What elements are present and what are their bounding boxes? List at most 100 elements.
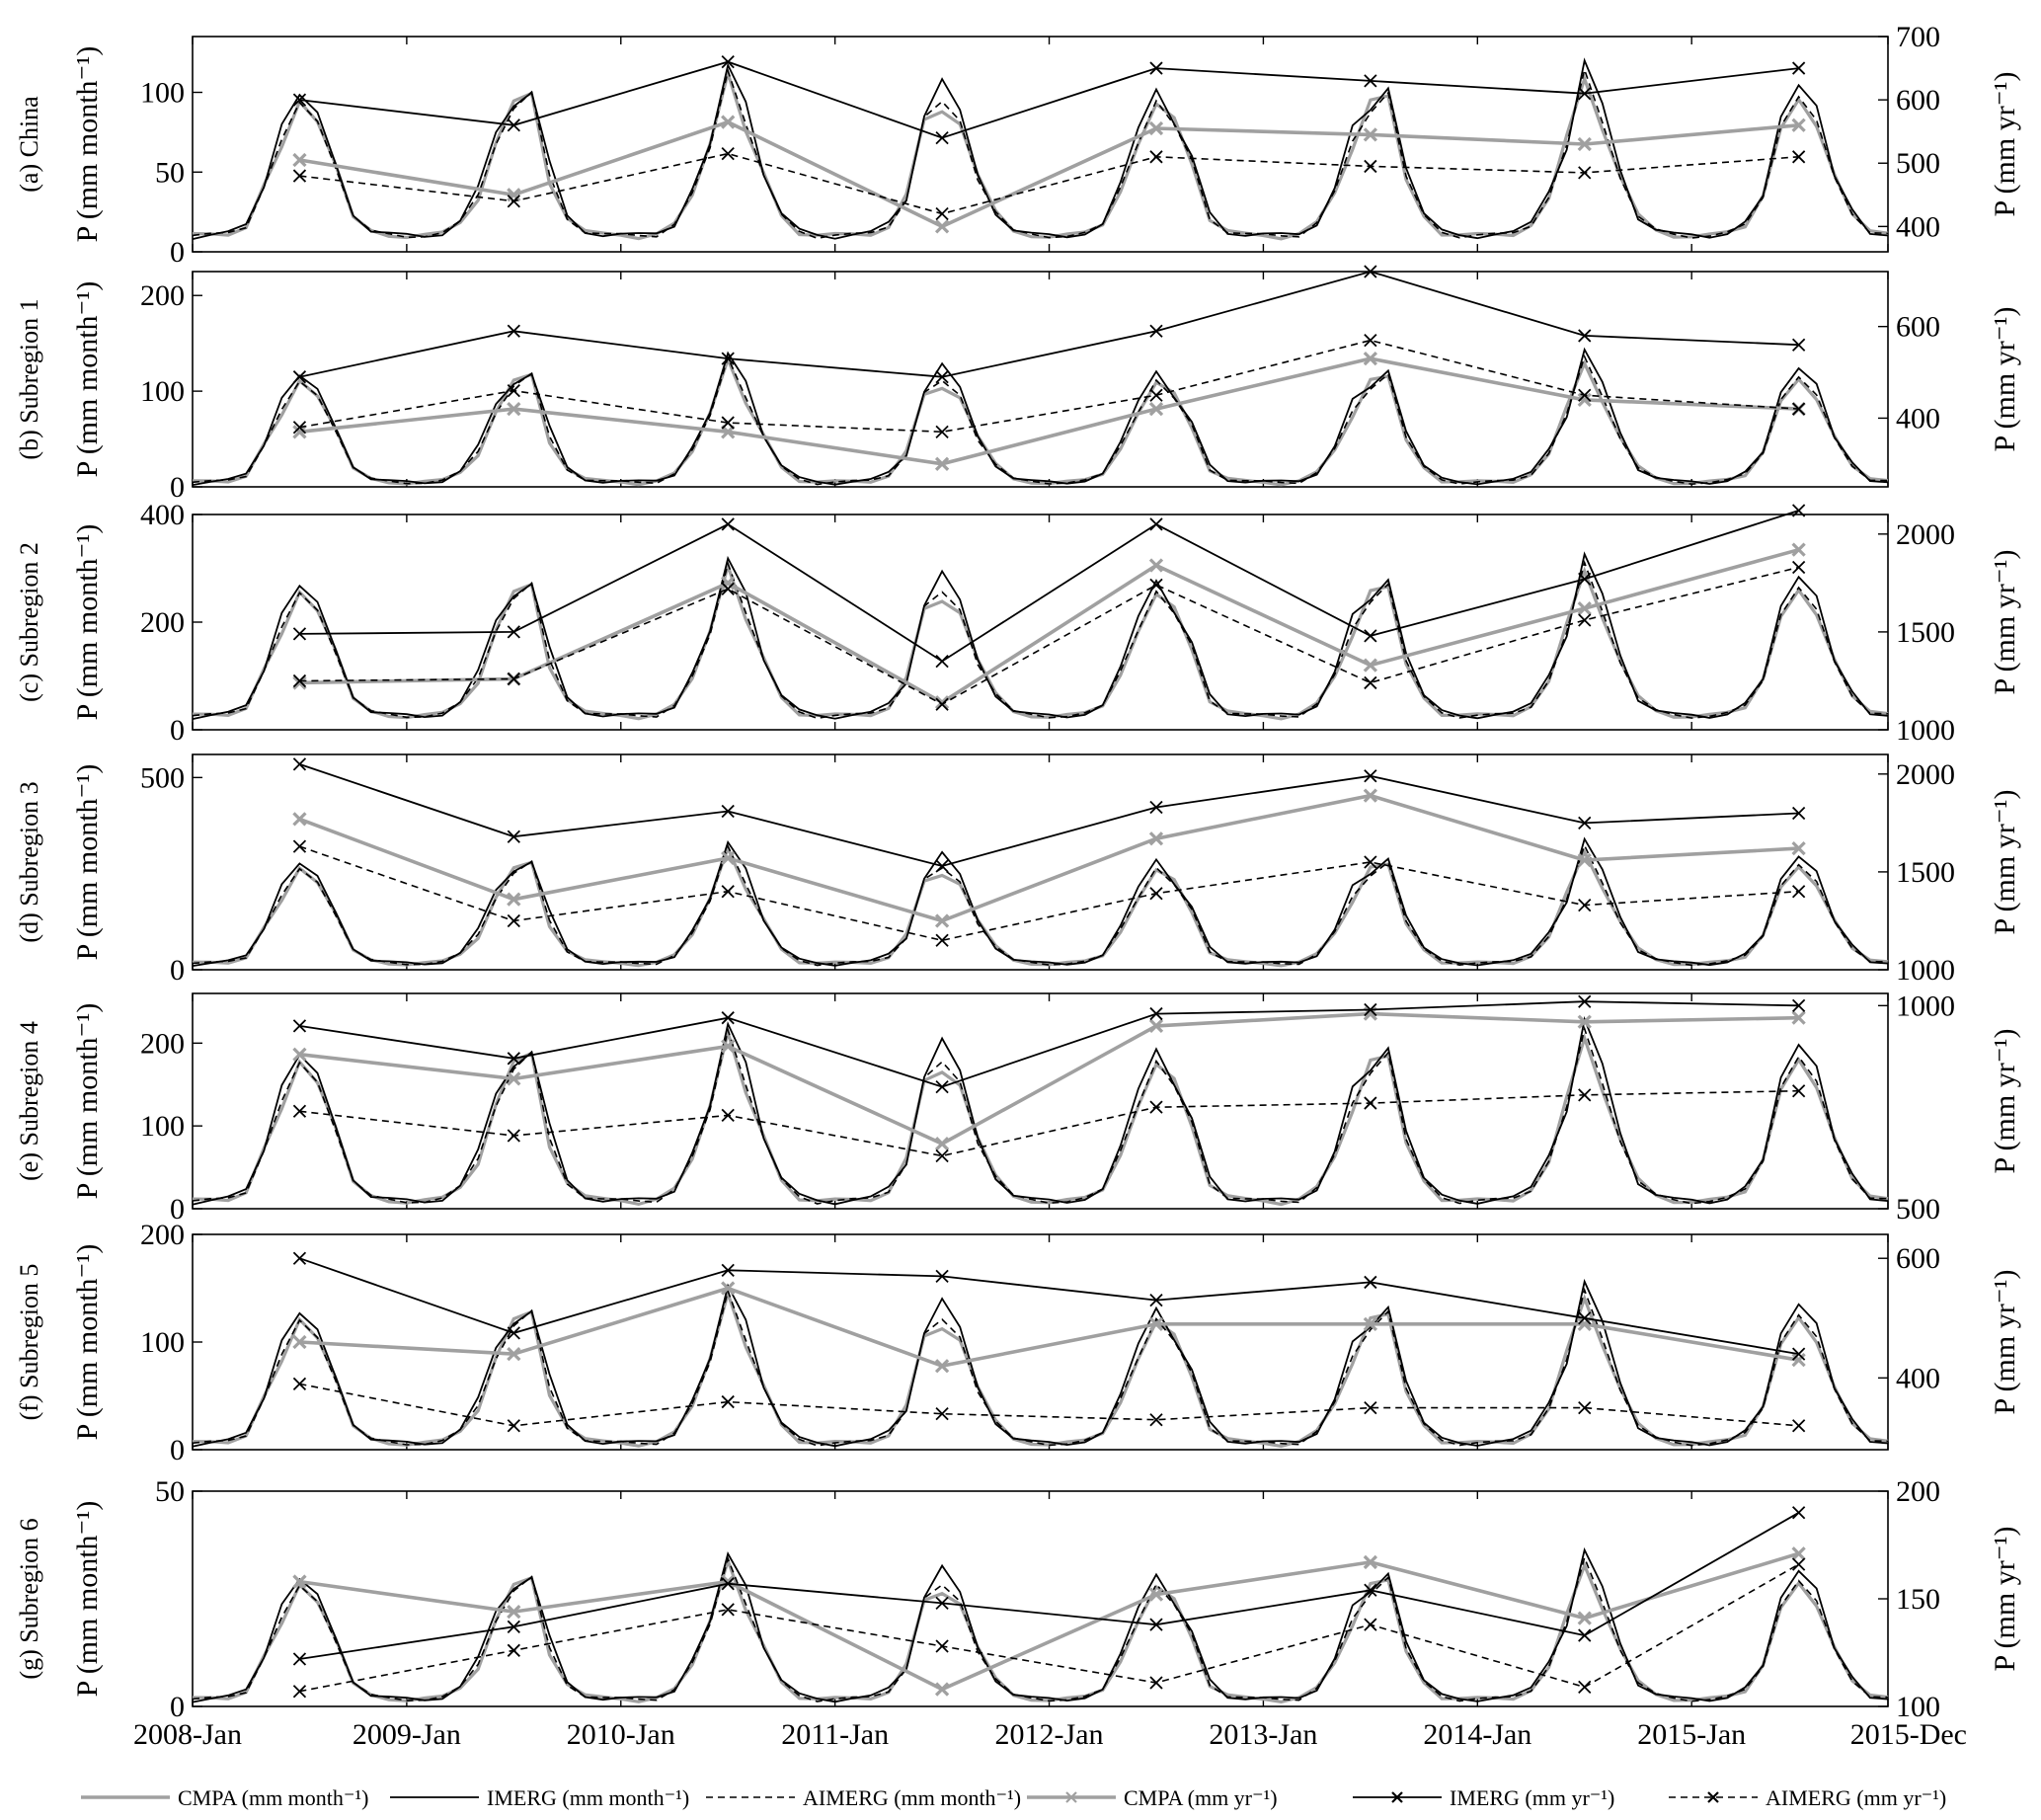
- annual-marker-cmpa: [292, 675, 307, 690]
- marker-stroke: [1148, 1587, 1164, 1602]
- annual-marker-aimerg: [1149, 1413, 1163, 1427]
- marker-stroke: [721, 352, 735, 365]
- right-y-tick-label: 1000: [1896, 954, 1955, 987]
- legend-item: AIMERG (mm yr⁻¹): [1669, 1785, 1946, 1810]
- marker-stroke: [1363, 658, 1377, 673]
- marker-stroke: [1791, 542, 1806, 557]
- left-y-tick-label: 200: [140, 279, 185, 312]
- marker-stroke: [1149, 1006, 1163, 1021]
- annual-marker-aimerg: [1149, 1676, 1163, 1690]
- annual-marker-imerg: [935, 859, 949, 873]
- annual-marker-cmpa: [934, 219, 950, 234]
- annual-marker-imerg: [1578, 816, 1592, 831]
- x-tick-label: 2010-Jan: [567, 1718, 675, 1751]
- annual-marker-imerg: [935, 1079, 949, 1094]
- annual-marker-cmpa: [1577, 1316, 1592, 1331]
- left-y-tick-label: 400: [140, 499, 185, 531]
- annual-line-aimerg: [299, 152, 1799, 215]
- annual-marker-cmpa: [1791, 1546, 1806, 1561]
- marker-stroke: [507, 1052, 520, 1066]
- annual-marker-imerg: [1578, 1311, 1592, 1325]
- left-y-tick-label: 0: [170, 954, 185, 987]
- annual-marker-imerg: [1578, 87, 1592, 101]
- annual-marker-imerg: [1149, 1293, 1163, 1307]
- annual-marker-aimerg: [721, 1108, 735, 1123]
- annual-marker-imerg: [1149, 1618, 1163, 1631]
- marker-stroke: [1148, 402, 1164, 417]
- annual-marker-cmpa: [934, 1682, 950, 1697]
- annual-line-cmpa: [299, 119, 1799, 229]
- annual-marker-aimerg: [292, 673, 307, 688]
- legend-label: CMPA (mm yr⁻¹): [1124, 1785, 1278, 1810]
- annual-line-aimerg: [299, 1089, 1799, 1157]
- x-tick-label: 2015-Dec: [1850, 1718, 1967, 1751]
- annual-line-aimerg: [299, 845, 1799, 942]
- right-y-tick-label: 1000: [1896, 714, 1955, 747]
- annual-marker-aimerg: [721, 1394, 735, 1409]
- annual-marker-aimerg: [1578, 1400, 1592, 1415]
- left-y-tick-label: 200: [140, 1027, 185, 1060]
- annual-marker-aimerg: [1578, 898, 1592, 912]
- annual-marker-aimerg: [1791, 402, 1806, 416]
- marker-stroke: [721, 146, 735, 161]
- marker-stroke: [935, 1269, 949, 1284]
- annual-marker-imerg: [1149, 1006, 1163, 1021]
- left-y-tick-label: 100: [140, 1110, 185, 1143]
- marker-stroke: [721, 1394, 735, 1409]
- marker-stroke: [721, 850, 736, 866]
- marker-stroke: [292, 757, 307, 771]
- annual-marker-cmpa: [721, 1574, 736, 1589]
- annual-marker-imerg: [1364, 769, 1377, 783]
- annual-marker-imerg: [1364, 1275, 1377, 1290]
- marker-stroke: [1578, 87, 1592, 101]
- marker-stroke: [1364, 769, 1377, 783]
- right-y-tick-label: 2000: [1896, 518, 1955, 551]
- marker-stroke: [1791, 560, 1806, 575]
- right-axis-title: P (mm yr⁻¹): [1989, 549, 2021, 694]
- marker-stroke: [507, 1346, 521, 1362]
- monthly-line-aimerg: [192, 66, 1889, 240]
- annual-marker-aimerg: [721, 885, 735, 899]
- annual-marker-imerg: [721, 1577, 735, 1591]
- marker-stroke: [1578, 388, 1592, 402]
- annual-line-aimerg: [299, 1383, 1799, 1427]
- marker-stroke: [1791, 61, 1806, 75]
- annual-marker-aimerg: [1364, 1096, 1377, 1110]
- right-y-tick-label: 600: [1896, 84, 1940, 117]
- annual-marker-imerg: [1364, 629, 1377, 643]
- right-axis-title: P (mm yr⁻¹): [1989, 1269, 2021, 1414]
- marker-stroke: [1149, 388, 1163, 402]
- marker-stroke: [1791, 1010, 1806, 1025]
- marker-stroke: [1149, 1293, 1163, 1307]
- annual-line-imerg: [299, 60, 1799, 139]
- annual-marker-imerg: [1791, 504, 1806, 517]
- legend-marker: [1065, 1791, 1077, 1803]
- marker-stroke: [1364, 1002, 1377, 1017]
- marker-stroke: [721, 425, 736, 439]
- marker-stroke: [934, 1682, 950, 1697]
- marker-stroke: [1578, 1311, 1592, 1325]
- annual-marker-imerg: [1578, 329, 1592, 343]
- marker-stroke: [292, 1104, 307, 1118]
- annual-line-imerg: [299, 763, 1799, 867]
- marker-stroke: [721, 1011, 735, 1025]
- marker-stroke: [292, 1251, 307, 1265]
- marker-stroke: [1791, 402, 1806, 416]
- marker-stroke: [507, 672, 520, 686]
- marker-stroke: [1577, 600, 1592, 616]
- annual-marker-imerg: [935, 1596, 949, 1610]
- left-y-tick-label: 100: [140, 1326, 185, 1359]
- marker-stroke: [507, 195, 520, 208]
- annual-marker-cmpa: [934, 1359, 950, 1374]
- marker-stroke: [507, 1643, 520, 1657]
- annual-marker-cmpa: [1577, 600, 1592, 616]
- marker-stroke: [292, 627, 307, 641]
- legend-item: CMPA (mm yr⁻¹): [1027, 1785, 1278, 1810]
- marker-stroke: [935, 859, 949, 873]
- annual-marker-cmpa: [507, 402, 521, 417]
- annual-marker-cmpa: [292, 1334, 307, 1350]
- marker-stroke: [1148, 831, 1164, 846]
- annual-marker-aimerg: [1149, 150, 1163, 164]
- monthly-line-cmpa: [192, 1555, 1889, 1704]
